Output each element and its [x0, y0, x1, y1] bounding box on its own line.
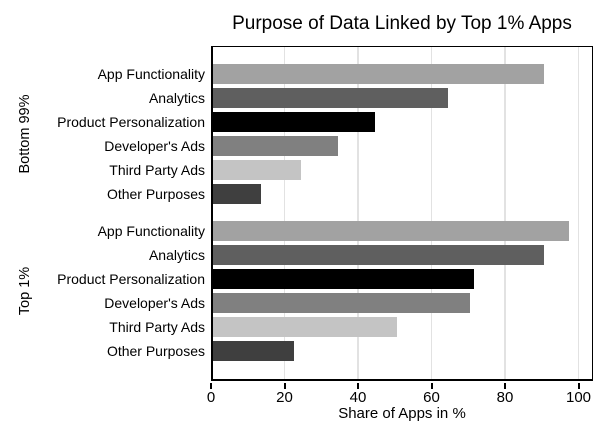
x-tick-0: [210, 383, 212, 389]
x-tick-40: [357, 383, 359, 389]
bar-top-1-developer-s-ads: [213, 293, 471, 313]
bar-top-1-third-party-ads: [213, 317, 397, 337]
category-label-product-personalization: Product Personalization: [57, 271, 205, 287]
plot-border-right: [591, 46, 593, 381]
gridline-40: [357, 46, 359, 379]
x-axis: 0 20 40 60 80 100: [207, 381, 610, 411]
group-label-top-1: Top 1%: [17, 266, 33, 316]
bar-bottom-99-product-personalization: [213, 112, 375, 132]
chart-title: Purpose of Data Linked by Top 1% Apps: [232, 13, 572, 34]
bar-top-1-app-functionality: [213, 221, 570, 241]
bar-top-1-analytics: [213, 245, 544, 265]
x-tick-label-20: 20: [276, 389, 293, 406]
bar-bottom-99-analytics: [213, 88, 449, 108]
gridline-60: [430, 46, 433, 379]
x-tick-label-0: 0: [206, 389, 216, 406]
bar-bottom-99-other-purposes: [213, 184, 261, 204]
category-label-third-party-ads: Third Party Ads: [109, 319, 205, 335]
x-tick-label-60: 60: [423, 389, 440, 406]
x-axis-line: [211, 379, 593, 381]
x-tick-20: [283, 383, 286, 389]
plot-area: [211, 46, 593, 381]
x-tick-label-100: 100: [565, 389, 592, 406]
y-axis-labels: App Functionality Analytics Product Person…: [0, 46, 205, 381]
gridline-80: [504, 46, 506, 379]
category-label-developer-s-ads: Developer's Ads: [104, 138, 205, 154]
x-tick-label-40: 40: [349, 389, 367, 406]
gridline-20: [283, 46, 286, 379]
bar-bottom-99-third-party-ads: [213, 160, 302, 180]
plot-border-top: [211, 46, 593, 48]
category-label-app-functionality: App Functionality: [97, 66, 205, 82]
category-label-product-personalization: Product Personalization: [57, 114, 205, 130]
bar-bottom-99-app-functionality: [213, 64, 544, 84]
category-label-analytics: Analytics: [148, 90, 205, 106]
x-tick-80: [504, 383, 506, 389]
category-label-other-purposes: Other Purposes: [106, 343, 205, 359]
category-label-app-functionality: App Functionality: [97, 223, 205, 239]
category-label-other-purposes: Other Purposes: [106, 186, 205, 202]
x-tick-100: [577, 383, 580, 389]
bar-bottom-99-developer-s-ads: [213, 136, 338, 156]
category-label-analytics: Analytics: [148, 247, 205, 263]
bar-top-1-other-purposes: [213, 341, 294, 361]
bar-top-1-product-personalization: [213, 269, 474, 289]
x-tick-60: [430, 383, 433, 389]
category-label-developer-s-ads: Developer's Ads: [104, 295, 205, 311]
category-label-third-party-ads: Third Party Ads: [109, 162, 205, 178]
gridline-100: [577, 46, 580, 379]
x-tick-label-80: 80: [496, 389, 514, 406]
y-axis-line: [211, 46, 213, 381]
x-axis-title: Share of Apps in %: [338, 405, 466, 422]
